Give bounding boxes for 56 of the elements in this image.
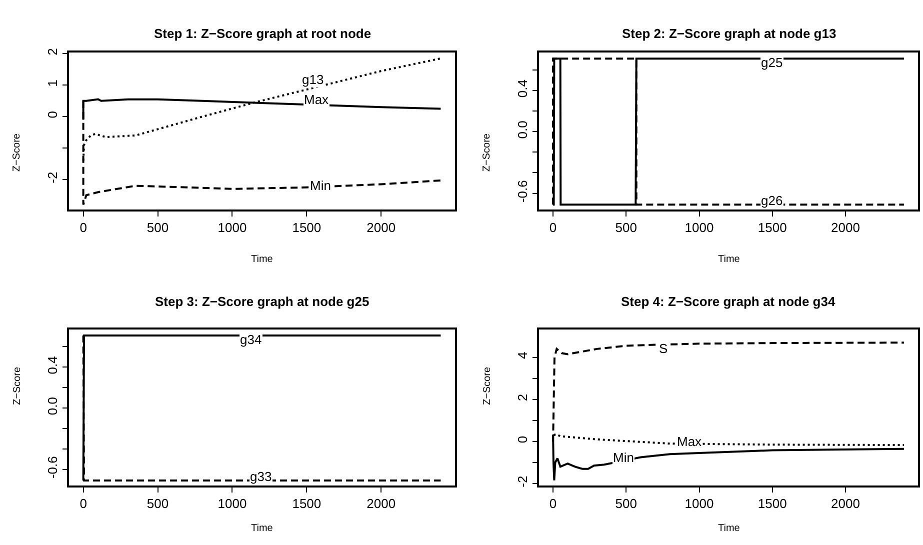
annotation: g33 bbox=[250, 469, 272, 484]
x-tick-label: 2000 bbox=[831, 220, 860, 236]
x-tick-label: 1000 bbox=[218, 496, 247, 511]
annotation: g13 bbox=[302, 72, 324, 87]
y-axis-title: Z−Score bbox=[482, 366, 493, 406]
x-tick-label: 1000 bbox=[684, 496, 714, 511]
y-axis-title: Z−Score bbox=[11, 133, 22, 172]
x-tick-label: 1000 bbox=[684, 220, 714, 236]
y-tick-label: -2 bbox=[515, 476, 530, 488]
y-tick-label: -0.6 bbox=[515, 180, 530, 203]
annotation: g34 bbox=[240, 332, 262, 347]
y-tick-label: 2 bbox=[515, 394, 530, 402]
annotation: S bbox=[659, 341, 668, 356]
x-tick-label: 0 bbox=[80, 220, 87, 236]
x-axis-title: Time bbox=[718, 523, 740, 534]
annotation: g26 bbox=[761, 193, 783, 208]
y-tick-label: 0 bbox=[45, 111, 60, 118]
y-tick-label: 0.4 bbox=[515, 80, 530, 98]
chart-title: Step 4: Z−Score graph at node g34 bbox=[621, 294, 836, 309]
y-tick-label: -2 bbox=[45, 172, 60, 184]
y-tick-label: 0.0 bbox=[515, 120, 530, 139]
y-tick-label: 2 bbox=[45, 48, 60, 56]
x-axis-title: Time bbox=[251, 254, 274, 265]
y-tick-label: 0.4 bbox=[45, 356, 60, 374]
x-tick-label: 0 bbox=[80, 496, 87, 511]
annotation: g25 bbox=[761, 55, 783, 70]
x-tick-label: 0 bbox=[549, 220, 557, 236]
x-tick-label: 500 bbox=[146, 220, 169, 236]
x-tick-label: 1500 bbox=[758, 220, 787, 236]
y-axis-title: Z−Score bbox=[481, 133, 492, 172]
x-tick-label: 2000 bbox=[366, 220, 396, 236]
x-axis-title: Time bbox=[718, 254, 740, 265]
y-tick-label: 1 bbox=[45, 80, 60, 87]
y-tick-label: 4 bbox=[515, 352, 530, 360]
annotation: Max bbox=[304, 92, 330, 107]
y-tick-label: -0.6 bbox=[45, 456, 60, 479]
x-tick-label: 500 bbox=[615, 220, 637, 236]
y-tick-label: 0 bbox=[515, 436, 530, 444]
x-tick-label: 1000 bbox=[218, 220, 247, 236]
x-axis-title: Time bbox=[251, 523, 274, 534]
x-tick-label: 2000 bbox=[831, 496, 860, 511]
x-tick-label: 2000 bbox=[366, 496, 396, 511]
x-tick-label: 1500 bbox=[758, 496, 787, 511]
chart-title: Step 1: Z−Score graph at root node bbox=[154, 26, 372, 41]
x-tick-label: 1500 bbox=[292, 220, 322, 236]
y-tick-label: 0.0 bbox=[45, 397, 60, 416]
y-axis-title: Z−Score bbox=[12, 366, 23, 406]
x-tick-label: 500 bbox=[146, 496, 169, 511]
x-tick-label: 1500 bbox=[292, 496, 322, 511]
x-tick-label: 500 bbox=[615, 496, 637, 511]
annotation: Max bbox=[677, 434, 702, 449]
annotation: Min bbox=[613, 450, 634, 465]
annotation: Min bbox=[310, 178, 331, 193]
x-tick-label: 0 bbox=[549, 496, 557, 511]
chart-title: Step 3: Z−Score graph at node g25 bbox=[155, 294, 370, 309]
chart-title: Step 2: Z−Score graph at node g13 bbox=[622, 26, 836, 41]
